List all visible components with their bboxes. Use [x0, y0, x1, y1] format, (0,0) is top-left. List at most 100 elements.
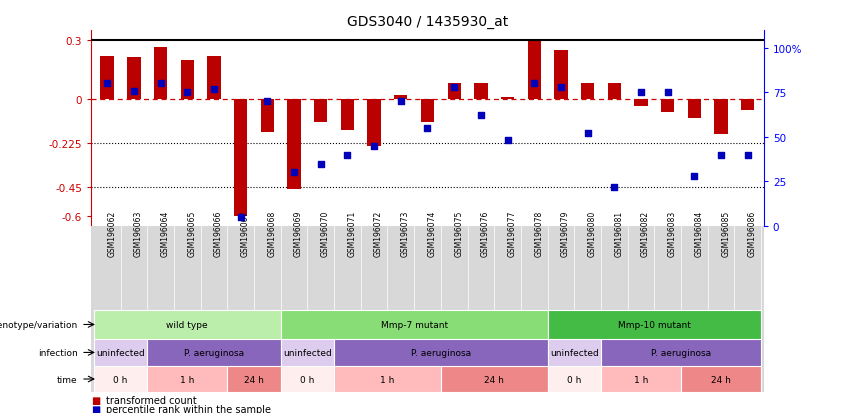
Text: infection: infection: [38, 348, 78, 357]
Bar: [394, 95, 407, 100]
Text: GSM196074: GSM196074: [427, 210, 437, 256]
Bar: [314, 100, 327, 123]
Text: P. aeruginosa: P. aeruginosa: [184, 348, 244, 357]
Text: GSM196080: GSM196080: [588, 210, 596, 256]
Bar: [548, 310, 761, 339]
Bar: [341, 100, 354, 131]
Bar: [94, 366, 148, 392]
Text: 1 h: 1 h: [634, 375, 648, 384]
Bar: [474, 84, 488, 100]
Point: [181, 90, 194, 96]
Text: genotype/variation: genotype/variation: [0, 320, 78, 329]
Text: 0 h: 0 h: [567, 375, 582, 384]
Text: GSM196063: GSM196063: [134, 210, 143, 256]
Point: [554, 85, 568, 91]
Point: [501, 138, 515, 145]
Text: Mmp-10 mutant: Mmp-10 mutant: [618, 320, 691, 329]
Bar: [287, 100, 300, 189]
Point: [127, 88, 141, 95]
Text: GSM196075: GSM196075: [454, 210, 464, 256]
Bar: [528, 41, 541, 100]
Point: [367, 143, 381, 150]
Text: 0 h: 0 h: [114, 375, 128, 384]
Point: [233, 214, 247, 221]
Bar: [128, 58, 141, 100]
Text: GSM196076: GSM196076: [481, 210, 490, 256]
Bar: [635, 100, 648, 107]
Text: time: time: [57, 375, 78, 384]
Text: 24 h: 24 h: [484, 375, 504, 384]
Bar: [94, 310, 280, 339]
Bar: [581, 84, 595, 100]
Text: GSM196070: GSM196070: [320, 210, 330, 256]
Point: [447, 85, 461, 91]
Bar: [367, 100, 381, 146]
Point: [661, 90, 674, 96]
Text: GSM196078: GSM196078: [535, 210, 543, 256]
Bar: [94, 339, 148, 366]
Point: [260, 99, 274, 105]
Text: GSM196068: GSM196068: [267, 210, 276, 256]
Bar: [260, 100, 274, 133]
Bar: [661, 100, 674, 113]
Text: GSM196081: GSM196081: [615, 210, 623, 256]
Bar: [280, 366, 334, 392]
Bar: [181, 61, 194, 100]
Text: transformed count: transformed count: [106, 395, 197, 405]
Text: percentile rank within the sample: percentile rank within the sample: [106, 404, 271, 413]
Bar: [101, 56, 114, 100]
Text: GSM196064: GSM196064: [161, 210, 169, 256]
Text: uninfected: uninfected: [96, 348, 145, 357]
Text: GSM196072: GSM196072: [374, 210, 383, 256]
Bar: [448, 84, 461, 100]
Point: [635, 90, 648, 96]
Bar: [154, 47, 168, 100]
Bar: [148, 366, 227, 392]
Bar: [280, 339, 334, 366]
Text: GSM196084: GSM196084: [694, 210, 703, 256]
Point: [154, 81, 168, 88]
Text: ■: ■: [91, 395, 101, 405]
Bar: [207, 56, 220, 100]
Text: GSM196065: GSM196065: [187, 210, 196, 256]
Bar: [501, 97, 514, 100]
Bar: [334, 366, 441, 392]
Point: [581, 131, 595, 137]
Title: GDS3040 / 1435930_at: GDS3040 / 1435930_at: [347, 14, 508, 28]
Point: [528, 81, 542, 88]
Text: GSM196082: GSM196082: [641, 210, 650, 256]
Text: GSM196083: GSM196083: [667, 210, 677, 256]
Bar: [687, 100, 701, 119]
Text: uninfected: uninfected: [550, 348, 599, 357]
Bar: [234, 100, 247, 216]
Point: [340, 152, 354, 159]
Bar: [601, 366, 681, 392]
Point: [608, 184, 621, 190]
Bar: [741, 100, 754, 111]
Bar: [608, 84, 621, 100]
Bar: [148, 339, 280, 366]
Bar: [601, 339, 761, 366]
Text: 0 h: 0 h: [300, 375, 314, 384]
Text: GSM196073: GSM196073: [401, 210, 410, 256]
Bar: [681, 366, 761, 392]
Text: GSM196077: GSM196077: [508, 210, 516, 256]
Point: [474, 113, 488, 119]
Bar: [714, 100, 727, 135]
Text: GSM196085: GSM196085: [721, 210, 730, 256]
Bar: [227, 366, 280, 392]
Bar: [548, 366, 601, 392]
Text: GSM196071: GSM196071: [347, 210, 357, 256]
Bar: [441, 366, 548, 392]
Text: 1 h: 1 h: [180, 375, 194, 384]
Text: ■: ■: [91, 404, 101, 413]
Point: [741, 152, 755, 159]
Point: [687, 173, 701, 180]
Point: [714, 152, 728, 159]
Text: 24 h: 24 h: [711, 375, 731, 384]
Text: GSM196069: GSM196069: [294, 210, 303, 256]
Text: GSM196067: GSM196067: [240, 210, 250, 256]
Text: uninfected: uninfected: [283, 348, 332, 357]
Text: 24 h: 24 h: [244, 375, 264, 384]
Bar: [548, 339, 601, 366]
